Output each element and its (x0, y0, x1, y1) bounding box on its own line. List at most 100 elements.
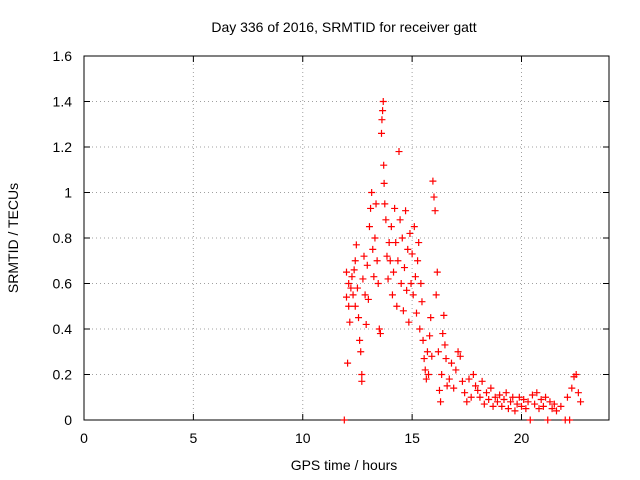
data-point (386, 257, 394, 265)
data-point (370, 273, 378, 281)
data-point (358, 377, 366, 385)
y-axis: 0 0.2 0.4 0.6 0.8 1 1.2 1.4 1.6 (53, 48, 609, 428)
data-point (349, 291, 357, 299)
data-point (441, 341, 449, 349)
data-point (489, 402, 497, 410)
data-point (396, 216, 404, 224)
data-point (368, 189, 376, 196)
y-tick-label: 0.8 (53, 230, 73, 246)
data-point (387, 223, 395, 231)
x-tick-label: 0 (80, 430, 88, 446)
data-point (360, 252, 368, 260)
data-point (423, 348, 431, 356)
data-point (407, 280, 415, 287)
data-point (402, 207, 410, 215)
data-point (550, 400, 558, 408)
data-point (520, 396, 528, 404)
data-point (415, 239, 423, 247)
data-point (442, 355, 450, 363)
data-point (361, 291, 369, 299)
data-point (350, 266, 358, 274)
data-point (348, 273, 356, 281)
data-point (528, 391, 536, 399)
data-point (504, 405, 512, 413)
data-point (440, 311, 448, 319)
data-point (515, 393, 523, 401)
x-tick-label: 15 (404, 430, 420, 446)
data-point (399, 307, 407, 315)
data-point (487, 384, 495, 392)
data-point (379, 98, 387, 105)
data-point (422, 375, 430, 383)
y-axis-label: SRMTID / TECUs (5, 183, 21, 293)
data-point (574, 389, 582, 397)
x-axis: 0 5 10 15 20 (80, 56, 529, 446)
data-point (526, 416, 534, 424)
data-point (395, 148, 403, 156)
data-point (352, 241, 360, 249)
data-point (511, 407, 519, 415)
data-point (345, 302, 353, 310)
data-point (522, 405, 530, 413)
data-point (426, 332, 434, 340)
y-tick-label: 1 (64, 185, 72, 201)
data-point (430, 193, 438, 201)
data-point (382, 216, 390, 224)
x-axis-label: GPS time / hours (291, 457, 398, 473)
data-point (373, 257, 381, 265)
data-point (353, 284, 361, 292)
data-point (347, 284, 355, 292)
data-point (340, 416, 348, 424)
y-tick-label: 0.4 (53, 321, 73, 337)
data-point (362, 320, 370, 328)
data-point (553, 407, 560, 415)
data-point (343, 268, 350, 276)
data-point (566, 416, 574, 424)
data-point (437, 398, 445, 406)
data-point (465, 375, 473, 383)
data-point (500, 396, 508, 404)
data-point (533, 389, 541, 397)
data-point (388, 291, 396, 299)
y-tick-label: 0.6 (53, 276, 73, 292)
data-point (563, 393, 571, 401)
data-point (483, 389, 490, 397)
data-point (345, 280, 353, 287)
data-point (443, 382, 451, 390)
data-point (507, 398, 515, 406)
data-point (480, 400, 488, 408)
y-tick-label: 0.2 (53, 367, 73, 383)
data-point (539, 402, 547, 410)
data-point (378, 116, 386, 124)
data-point (392, 239, 400, 247)
x-tick-label: 20 (514, 430, 530, 446)
data-point (509, 393, 517, 401)
data-point (431, 207, 439, 215)
data-point (491, 393, 499, 401)
data-point (410, 223, 418, 231)
data-point (363, 261, 371, 269)
plot-frame (83, 55, 610, 421)
data-point (390, 268, 398, 276)
y-tick-label: 1.2 (53, 139, 73, 155)
data-point (577, 398, 585, 406)
data-point (572, 371, 580, 378)
data-point (369, 245, 377, 253)
data-point (416, 325, 424, 333)
scatter-points (340, 98, 585, 424)
data-point (405, 318, 413, 326)
data-point (524, 398, 532, 406)
data-point (398, 234, 406, 242)
data-point (535, 405, 543, 413)
data-point (496, 391, 504, 399)
data-point (394, 257, 402, 265)
data-point (427, 314, 435, 322)
data-point (414, 257, 422, 265)
data-point (419, 336, 427, 344)
data-point (367, 204, 375, 212)
data-point (421, 366, 429, 374)
data-point (391, 204, 399, 212)
data-point (434, 348, 442, 356)
data-point (537, 396, 545, 404)
data-point (445, 375, 453, 383)
